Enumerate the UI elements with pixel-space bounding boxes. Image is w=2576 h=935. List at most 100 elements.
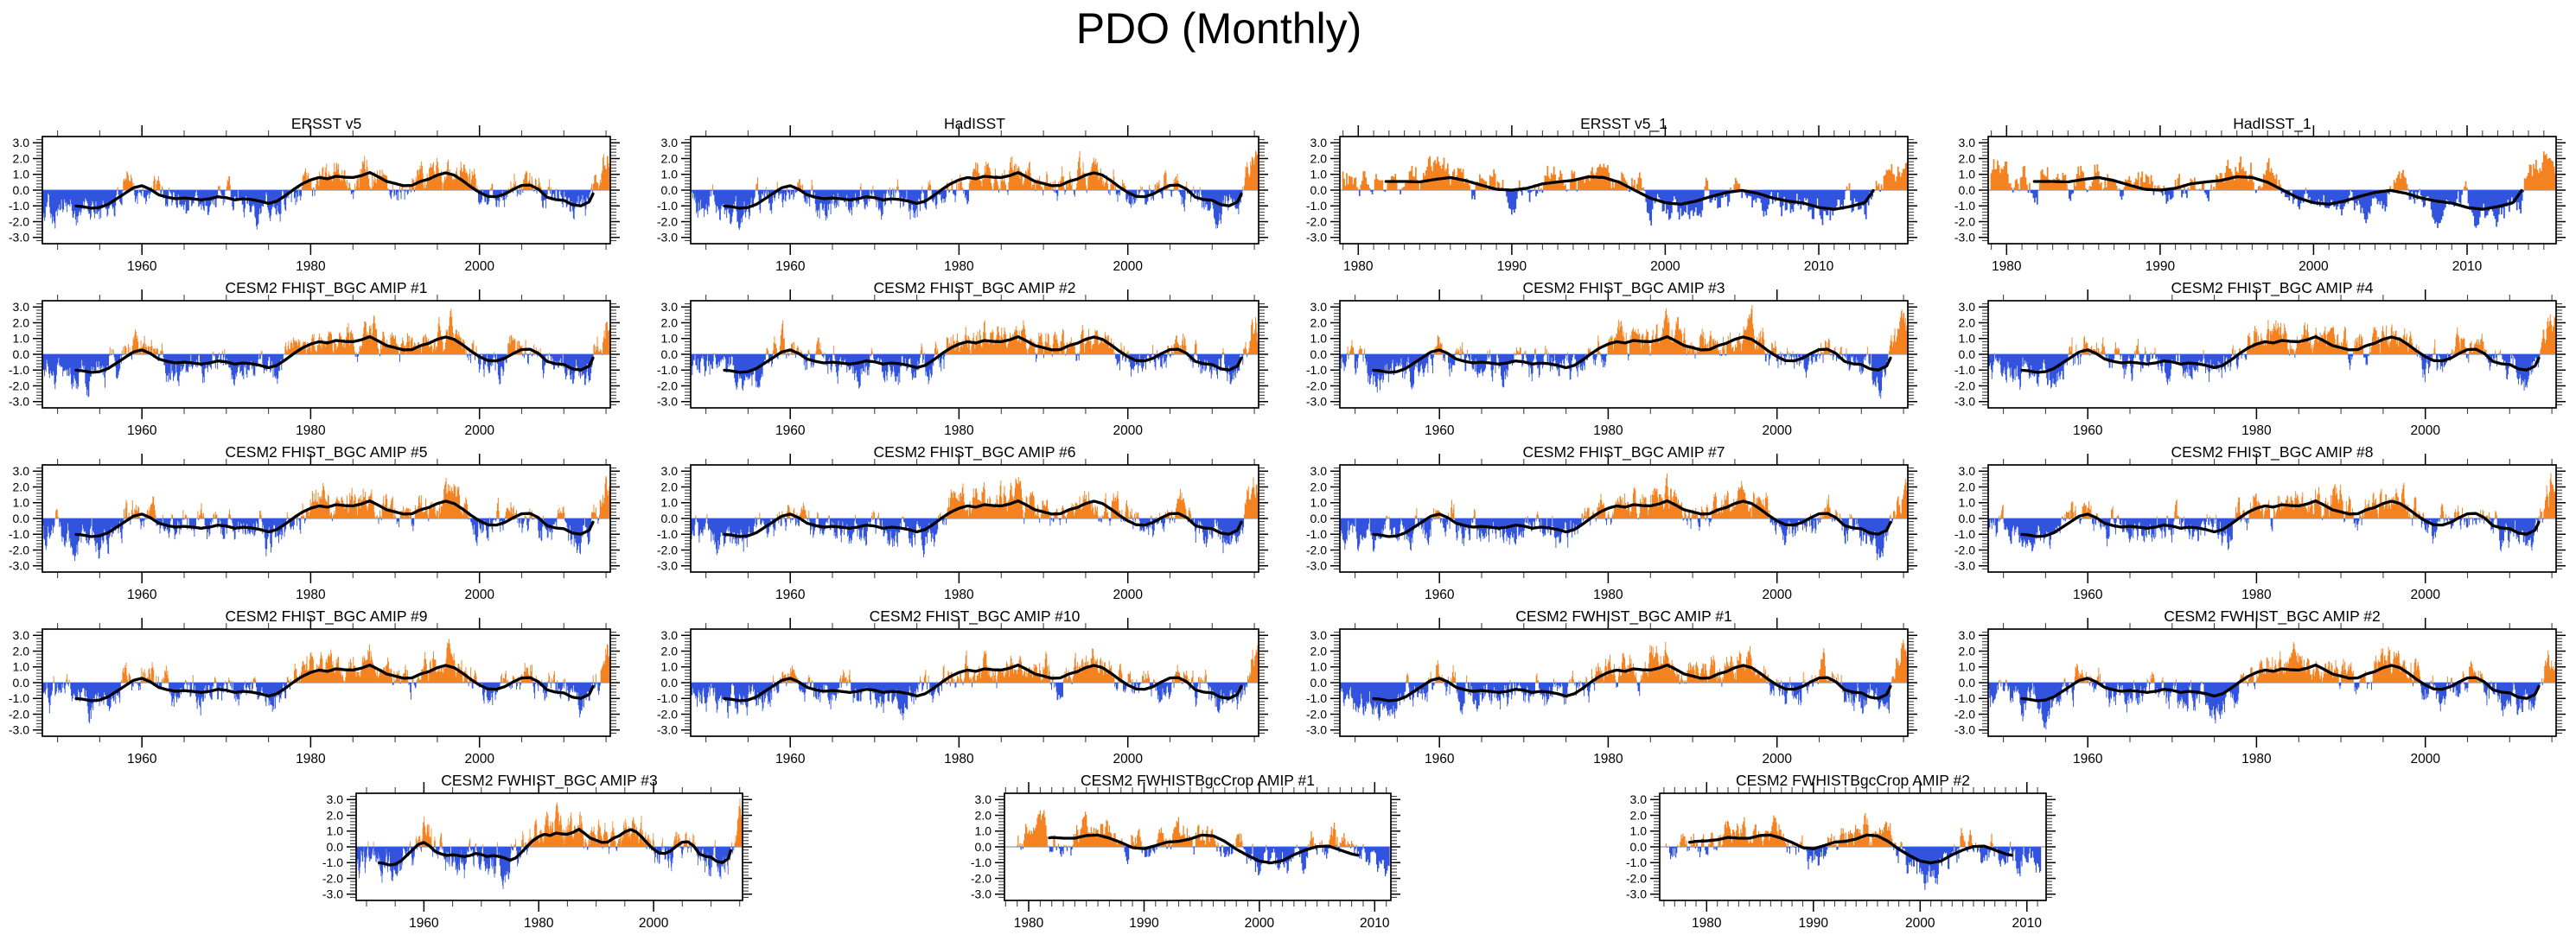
y-tick-label: 3.0 (661, 464, 679, 478)
x-tick-label: 2000 (1762, 423, 1792, 438)
minor-ticks (36, 459, 616, 578)
x-tick-label: 1960 (775, 752, 806, 766)
y-tick-label: 3.0 (975, 792, 992, 806)
panel-plot: CESM2 FHIST_BGC AMIP #8 3.0 2.0 1.0 0.0 -1.0… (1954, 443, 2566, 602)
major-ticks (1330, 618, 1917, 747)
panel-plot: CESM2 FHIST_BGC AMIP #4 3.02.0 1.00.0 -1.0… (1954, 279, 2566, 438)
y-tick-label: 1.0 (1959, 496, 1976, 510)
panel-plot: CESM2 FHIST_BGC AMIP #2 3.02.0 1.00.0 -1.0… (657, 279, 1268, 438)
y-tick-label: 0.0 (13, 676, 30, 690)
minor-ticks (36, 623, 616, 742)
x-tick-label: 1980 (296, 259, 326, 274)
panel-plot: CESM2 FWHISTBgcCrop AMIP #1 3.0 2.0 1.0 0.0… (971, 772, 1400, 931)
bars-negative (42, 518, 600, 562)
minor-ticks (685, 459, 1265, 578)
x-tick-label: 2000 (464, 752, 494, 766)
panel-fhist-9: CESM2 FHIST_BGC AMIP #9 3.0 2.0 1.0 0.0 -1.0… (0, 603, 631, 771)
lowpass-line (74, 499, 595, 538)
y-tick-label: -3.0 (9, 395, 29, 409)
major-ticks (33, 618, 620, 747)
y-tick-label: -1.0 (657, 199, 678, 213)
major-ticks (1330, 125, 1917, 255)
plot-frame (1004, 792, 1392, 901)
plot-frame (690, 628, 1259, 737)
y-tick-label: 2.0 (661, 644, 679, 658)
panel-plot: CESM2 FHIST_BGC AMIP #3 3.02.0 1.00.0 -1.0… (1306, 279, 1917, 438)
y-tick-label: 0.0 (1959, 676, 1976, 690)
bars-positive (1017, 810, 1364, 847)
plot-frame (1339, 136, 1909, 245)
y-tick-label: 1.0 (1959, 168, 1976, 181)
bars-positive (772, 645, 1259, 683)
y-tick-label: 3.0 (661, 300, 679, 314)
y-tick-label: -1.0 (9, 691, 29, 705)
x-tick-label: 2010 (2012, 916, 2043, 931)
panel-title: CESM2 FWHIST_BGC AMIP #1 (1515, 607, 1732, 626)
bars-negative (42, 683, 601, 724)
minor-ticks (1982, 295, 2562, 414)
x-tick-label: 2000 (1113, 423, 1143, 438)
x-tick-label: 2000 (2299, 259, 2329, 274)
panel-fwhistbgccrop-1: CESM2 FWHISTBgcCrop AMIP #1 3.0 2.0 1.0 0.0… (942, 767, 1412, 935)
x-tick-label: 2000 (1762, 588, 1792, 602)
y-tick-label: -2.0 (1954, 378, 1975, 392)
x-tick-label: 1980 (944, 588, 974, 602)
x-tick-label: 1960 (127, 588, 157, 602)
y-tick-label: -2.0 (1954, 543, 1975, 557)
y-tick-label: 3.0 (1959, 464, 1976, 478)
panel-plot: ERSST v5 3.0 2.0 1.0 0.0 -1.0-2.0 -3.0 1960 198… (9, 115, 620, 274)
plot-frame (1987, 300, 2557, 409)
bars-negative (42, 190, 593, 230)
x-tick-label: 2000 (639, 916, 669, 931)
x-tick-label: 1980 (944, 259, 974, 274)
y-tick-label: -2.0 (1306, 214, 1327, 228)
y-tick-label: 1.0 (661, 496, 679, 510)
x-tick-label: 2000 (2410, 752, 2440, 766)
y-tick-label: 2.0 (1310, 315, 1328, 329)
x-tick-label: 1980 (524, 916, 554, 931)
panel-fhist-2: CESM2 FHIST_BGC AMIP #2 3.0 2.0 1.0 0.0 -1.0… (628, 275, 1279, 442)
y-tick-label: -1.0 (1306, 199, 1327, 213)
x-tick-label: 1980 (1593, 752, 1623, 766)
lowpass-line (74, 664, 595, 703)
y-tick-label: 2.0 (1630, 808, 1648, 822)
panel-fhist-1: CESM2 FHIST_BGC AMIP #1 3.0 2.0 1.0 0.0 -1.0… (0, 275, 631, 442)
bars-negative (691, 190, 1243, 231)
y-tick-label: 2.0 (13, 315, 30, 329)
major-ticks (347, 782, 752, 912)
y-tick-label: -3.0 (1306, 231, 1327, 245)
minor-ticks (1982, 130, 2562, 250)
y-tick-label: 0.0 (1310, 347, 1328, 361)
y-tick-label: 3.0 (1959, 628, 1976, 642)
y-tick-label: -1.0 (9, 363, 29, 377)
y-tick-label: 3.0 (327, 792, 344, 806)
panel-title: CESM2 FHIST_BGC AMIP #4 (2171, 279, 2373, 297)
plot-frame (355, 792, 743, 901)
y-tick-label: -3.0 (1626, 887, 1647, 901)
y-tick-label: -2.0 (1626, 871, 1647, 885)
y-tick-label: 1.0 (13, 496, 30, 510)
x-tick-label: 2000 (464, 423, 494, 438)
y-tick-label: 2.0 (1310, 644, 1328, 658)
bars-negative (1988, 683, 2544, 730)
x-tick-label: 1990 (2146, 259, 2176, 274)
x-tick-label: 1960 (775, 259, 806, 274)
x-tick-label: 2000 (464, 259, 494, 274)
y-tick-label: 2.0 (13, 644, 30, 658)
major-ticks (1330, 454, 1917, 583)
x-tick-label: 1980 (1343, 259, 1374, 274)
bars-positive (1406, 639, 1908, 683)
bars-negative (42, 354, 603, 398)
y-tick-label: -2.0 (1306, 543, 1327, 557)
lowpass-line (723, 171, 1243, 210)
x-tick-label: 2000 (1650, 259, 1680, 274)
lowpass-line (377, 828, 733, 867)
y-tick-label: -2.0 (322, 871, 343, 885)
x-tick-label: 1960 (775, 423, 806, 438)
panel-title: CESM2 FWHISTBgcCrop AMIP #2 (1736, 772, 1970, 789)
panel-title: ERSST v5 (291, 115, 361, 132)
lowpass-line (74, 171, 595, 210)
lowpass-line (723, 335, 1243, 374)
panel-plot: CESM2 FHIST_BGC AMIP #6 3.0 2.0 1.0 0.0 -1.0… (657, 443, 1268, 602)
y-tick-label: -2.0 (1954, 214, 1975, 228)
